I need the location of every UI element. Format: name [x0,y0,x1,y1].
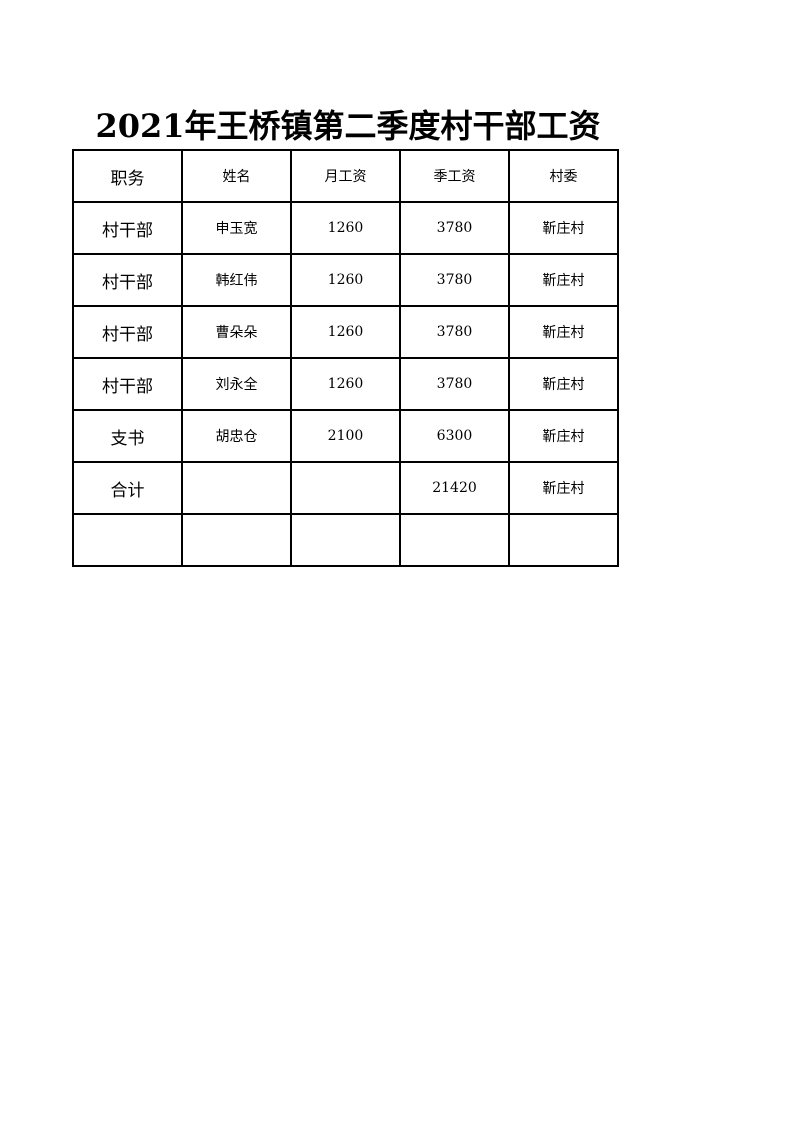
table-cell: 靳庄村 [508,461,619,515]
page-title: 2021年王桥镇第二季度村干部工资 [95,107,601,145]
header-cell: 职务 [72,149,183,203]
table-cell: 村干部 [72,201,183,255]
table-cell: 申玉宽 [181,201,292,255]
table-cell: 胡忠仓 [181,409,292,463]
table-cell: 6300 [399,409,510,463]
table-cell [181,461,292,515]
table-cell: 2100 [290,409,401,463]
table-cell [181,513,292,567]
table-row: 村干部 刘永全 1260 3780 靳庄村 [72,357,619,411]
table-cell: 韩红伟 [181,253,292,307]
table-cell [290,461,401,515]
table-cell: 3780 [399,357,510,411]
table-cell: 3780 [399,253,510,307]
table-cell: 靳庄村 [508,357,619,411]
table-cell: 支书 [72,409,183,463]
table-cell [508,513,619,567]
header-cell: 月工资 [290,149,401,203]
table-row: 支书 胡忠仓 2100 6300 靳庄村 [72,409,619,463]
table-row: 村干部 申玉宽 1260 3780 靳庄村 [72,201,619,255]
table-cell: 21420 [399,461,510,515]
table-cell: 1260 [290,357,401,411]
header-cell: 姓名 [181,149,292,203]
header-cell: 村委 [508,149,619,203]
table-cell: 村干部 [72,253,183,307]
table-cell: 刘永全 [181,357,292,411]
table-row [72,513,619,567]
table-cell: 3780 [399,305,510,359]
table-cell: 靳庄村 [508,201,619,255]
table-cell: 靳庄村 [508,253,619,307]
table-cell: 村干部 [72,305,183,359]
table-cell: 1260 [290,201,401,255]
table-cell: 1260 [290,305,401,359]
table-cell [72,513,183,567]
table-row: 村干部 曹朵朵 1260 3780 靳庄村 [72,305,619,359]
header-cell: 季工资 [399,149,510,203]
salary-table: 职务 姓名 月工资 季工资 村委 村干部 申玉宽 1260 3780 靳庄村 村干部 韩红伟 1260 3… [72,149,619,567]
table-cell: 3780 [399,201,510,255]
table-cell: 1260 [290,253,401,307]
table-cell: 曹朵朵 [181,305,292,359]
table-cell: 靳庄村 [508,305,619,359]
table-cell: 村干部 [72,357,183,411]
table-cell: 合计 [72,461,183,515]
table-row: 合计 21420 靳庄村 [72,461,619,515]
table-cell: 靳庄村 [508,409,619,463]
table-cell [399,513,510,567]
table-row: 村干部 韩红伟 1260 3780 靳庄村 [72,253,619,307]
table-cell [290,513,401,567]
header-row: 职务 姓名 月工资 季工资 村委 [72,149,619,203]
